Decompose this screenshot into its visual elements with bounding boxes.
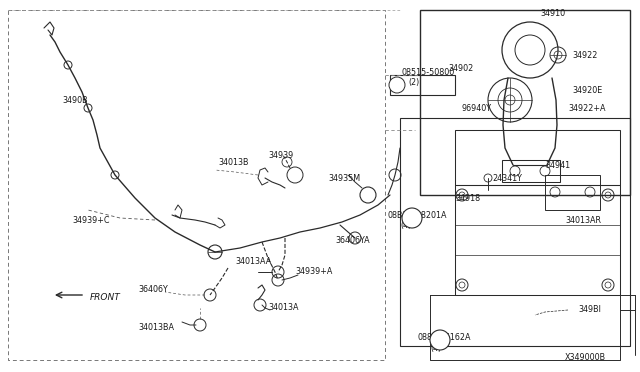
Text: 34939: 34939 xyxy=(268,151,293,160)
Text: S: S xyxy=(438,337,442,343)
Text: 34013A: 34013A xyxy=(268,304,298,312)
Text: 3490B: 3490B xyxy=(62,96,88,105)
Text: 34013B: 34013B xyxy=(218,157,248,167)
Text: 34918: 34918 xyxy=(455,193,480,202)
Bar xyxy=(390,75,455,95)
Text: 96940Y: 96940Y xyxy=(462,103,492,112)
Text: 36406Y: 36406Y xyxy=(138,285,168,295)
Text: 24341Y: 24341Y xyxy=(492,173,522,183)
Circle shape xyxy=(402,208,422,228)
Bar xyxy=(420,10,630,195)
Text: X349000B: X349000B xyxy=(565,353,606,362)
Text: 34922: 34922 xyxy=(572,51,597,60)
Text: 36406YA: 36406YA xyxy=(335,235,370,244)
Text: B: B xyxy=(410,215,415,221)
Circle shape xyxy=(430,330,450,350)
Bar xyxy=(545,175,600,210)
Circle shape xyxy=(389,77,405,93)
Text: 34013AA: 34013AA xyxy=(235,257,271,266)
Text: 34935M: 34935M xyxy=(328,173,360,183)
Text: 34922+A: 34922+A xyxy=(568,103,605,112)
Text: 08866-6162A: 08866-6162A xyxy=(418,334,472,343)
Bar xyxy=(400,118,630,346)
Text: 34902: 34902 xyxy=(448,64,473,73)
Text: S: S xyxy=(394,82,399,88)
Text: 34910: 34910 xyxy=(540,9,565,17)
Text: 34941: 34941 xyxy=(545,160,570,170)
Text: FRONT: FRONT xyxy=(90,292,121,301)
Text: (4): (4) xyxy=(400,221,411,230)
Text: 08B1A6-8201A: 08B1A6-8201A xyxy=(388,211,447,219)
Text: 34939+C: 34939+C xyxy=(72,215,109,224)
Text: 34939+A: 34939+A xyxy=(295,267,332,276)
Bar xyxy=(455,130,620,185)
Text: 34013AR: 34013AR xyxy=(565,215,601,224)
Text: 349BI: 349BI xyxy=(578,305,601,314)
Bar xyxy=(455,185,620,295)
Text: 34013BA: 34013BA xyxy=(138,324,174,333)
Text: (2): (2) xyxy=(408,77,419,87)
Text: 34920E: 34920E xyxy=(572,86,602,94)
Text: 08515-50800: 08515-50800 xyxy=(402,67,455,77)
Bar xyxy=(502,160,560,182)
Text: (4): (4) xyxy=(430,343,441,353)
